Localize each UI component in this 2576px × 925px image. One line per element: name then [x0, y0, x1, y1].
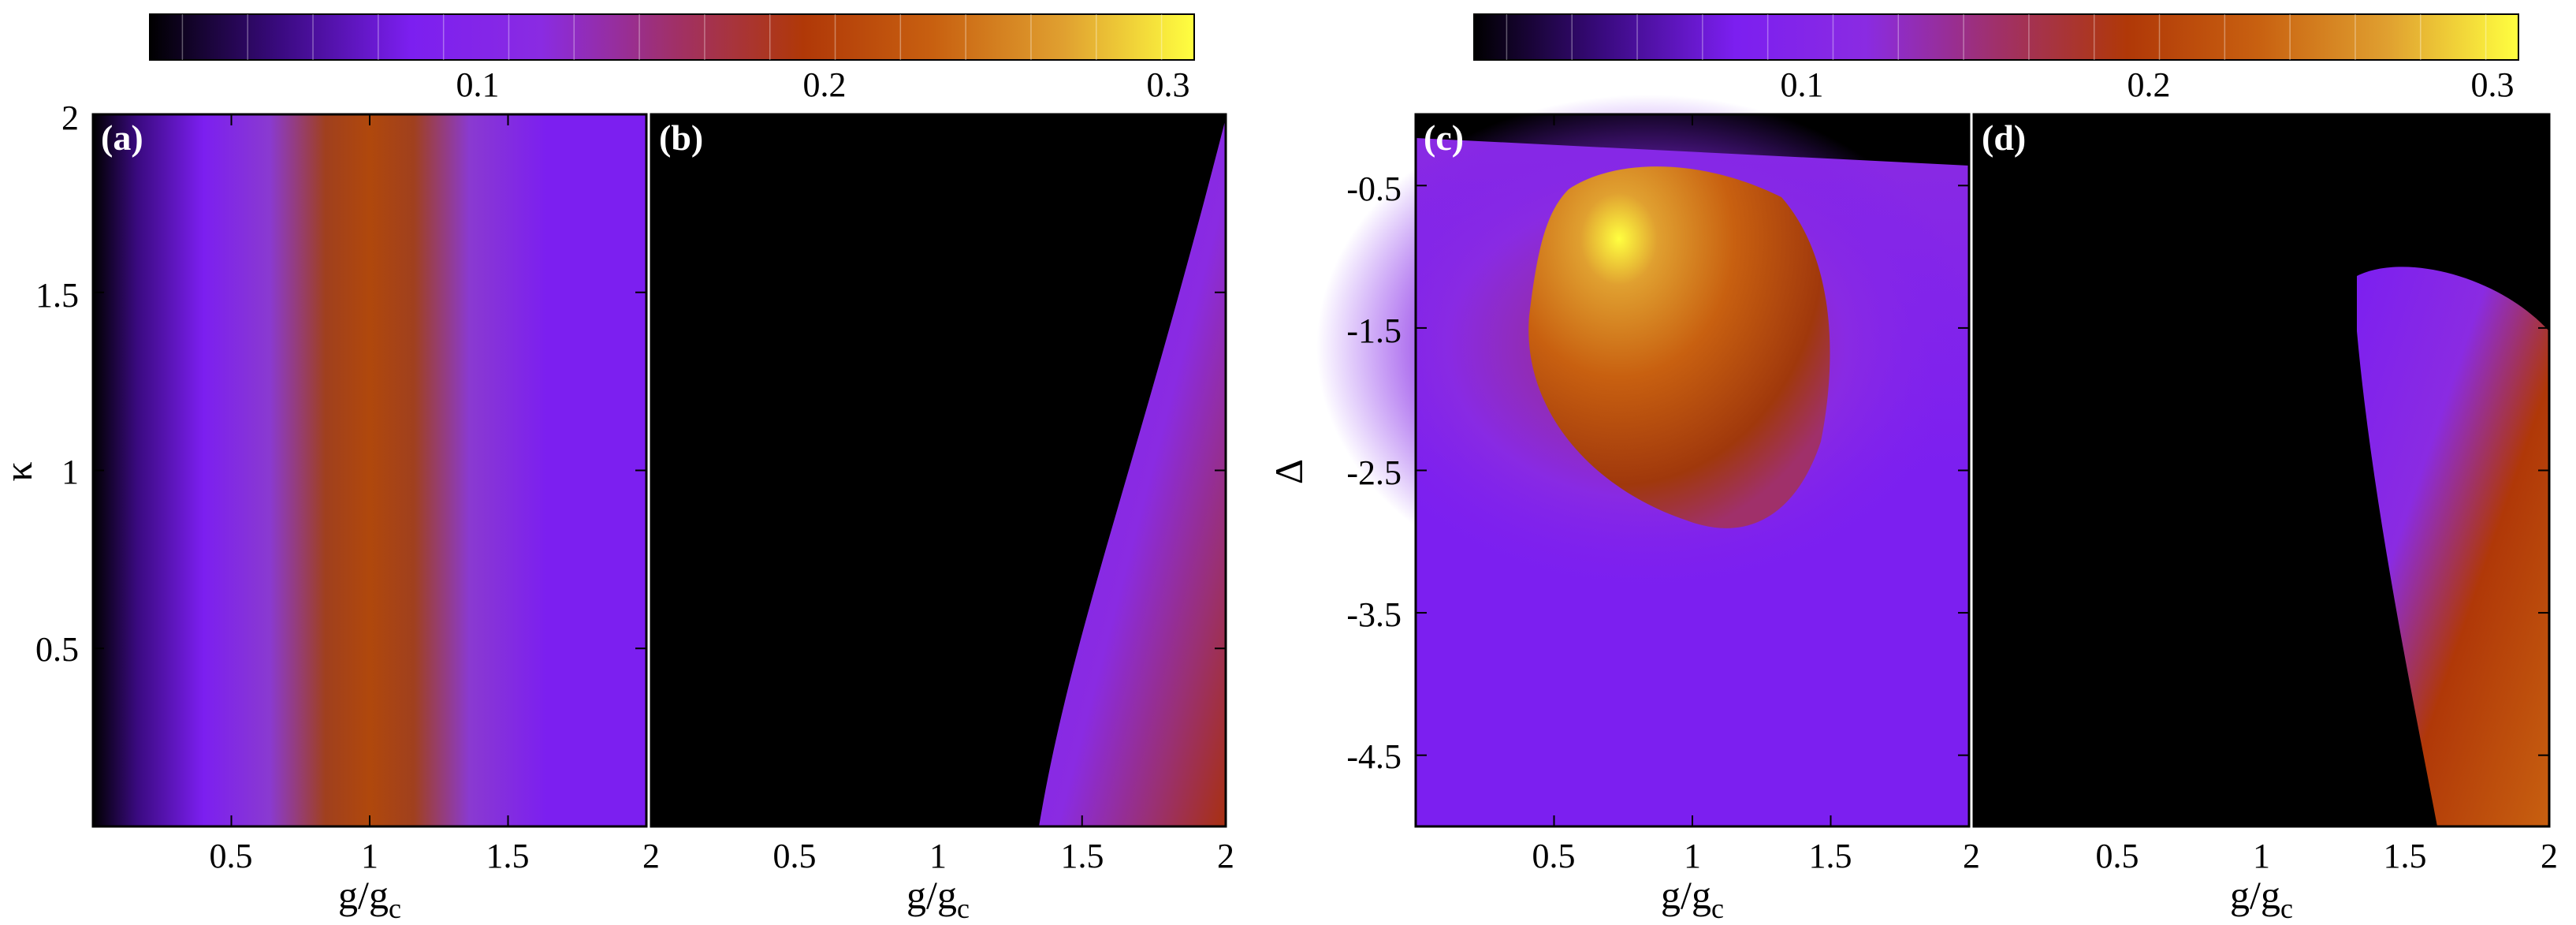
y-tick-c-2: -2.5 [1346, 453, 1402, 492]
panel-a-label: (a) [101, 117, 143, 158]
x-tick-d-2: 1.5 [2384, 837, 2427, 875]
panel-a: (a) [91, 113, 648, 828]
x-tick-b-2: 1.5 [1061, 837, 1104, 875]
colorbar-right-gradient [1473, 13, 2519, 61]
colorbar-right-tick-1: 0.2 [2127, 65, 2171, 104]
x-axis-label-c: g/gc [1661, 873, 1724, 924]
y-tick-c-3: -3.5 [1346, 595, 1402, 634]
colorbar-right-minor-ticks [1506, 14, 2487, 60]
colorbar-right-tick-0: 0.1 [1781, 65, 1824, 104]
x-tick-labels-b: 0.5 1 1.5 2 [773, 837, 1235, 875]
x-tick-c-3: 2 [1963, 837, 1980, 875]
panel-b-label: (b) [659, 117, 703, 158]
x-axis-label-b: g/gc [906, 873, 970, 924]
y-tick-a-2: 1.5 [35, 276, 79, 315]
x-tick-a-2: 1.5 [486, 837, 530, 875]
x-tick-a-1: 1 [361, 837, 378, 875]
colorbar-left-gradient [149, 13, 1195, 61]
y-axis-label-c: Δ [1267, 459, 1311, 484]
x-tick-a-3: 2 [642, 837, 660, 875]
panel-b: (b) [650, 113, 1227, 828]
y-tick-labels-c: -0.5 -1.5 -2.5 -3.5 -4.5 [1346, 170, 1402, 776]
y-tick-a-0: 0.5 [35, 630, 79, 669]
x-tick-d-0: 0.5 [2096, 837, 2139, 875]
x-tick-c-1: 1 [1684, 837, 1701, 875]
colorbar-right: 0.1 0.2 0.3 [1473, 13, 2519, 104]
x-axis-label-d: g/gc [2230, 873, 2293, 924]
y-tick-c-4: -4.5 [1346, 737, 1402, 776]
colorbar-left: 0.1 0.2 0.3 [149, 13, 1195, 104]
x-axis-label-a: g/gc [338, 873, 401, 924]
x-tick-labels-c: 0.5 1 1.5 2 [1532, 837, 1981, 875]
panel-b-band [1039, 118, 1226, 826]
x-tick-a-0: 0.5 [210, 837, 253, 875]
x-tick-c-2: 1.5 [1809, 837, 1852, 875]
panel-d-label: (d) [1982, 117, 2026, 158]
x-tick-d-1: 1 [2253, 837, 2270, 875]
panel-d: (d) [1972, 113, 2551, 828]
panel-c: (c) [1316, 95, 1979, 828]
x-tick-b-1: 1 [929, 837, 947, 875]
panel-c-peak [1528, 166, 1830, 528]
colorbar-left-tick-2: 0.3 [1147, 65, 1190, 104]
colorbar-left-tick-0: 0.1 [456, 65, 500, 104]
y-tick-a-3: 2 [61, 99, 79, 137]
axis-tick-marks [93, 114, 2549, 826]
y-tick-c-1: -1.5 [1346, 311, 1402, 350]
y-tick-labels-a: 0.5 1 1.5 2 [35, 99, 79, 669]
colorbar-left-minor-ticks [181, 14, 1163, 60]
colorbar-right-tick-2: 0.3 [2471, 65, 2515, 104]
y-tick-c-0: -0.5 [1346, 170, 1402, 208]
x-tick-b-0: 0.5 [773, 837, 817, 875]
panel-c-label: (c) [1424, 117, 1464, 158]
y-tick-a-1: 1 [61, 453, 79, 491]
x-tick-d-3: 2 [2541, 837, 2558, 875]
x-tick-labels-d: 0.5 1 1.5 2 [2096, 837, 2559, 875]
y-axis-label-a: κ [0, 461, 40, 481]
x-tick-b-3: 2 [1217, 837, 1234, 875]
panel-d-band [2357, 267, 2549, 827]
colorbar-left-tick-1: 0.2 [803, 65, 847, 104]
x-tick-c-0: 0.5 [1532, 837, 1576, 875]
panel-a-field [93, 114, 646, 826]
x-tick-labels-a: 0.5 1 1.5 2 [210, 837, 661, 875]
